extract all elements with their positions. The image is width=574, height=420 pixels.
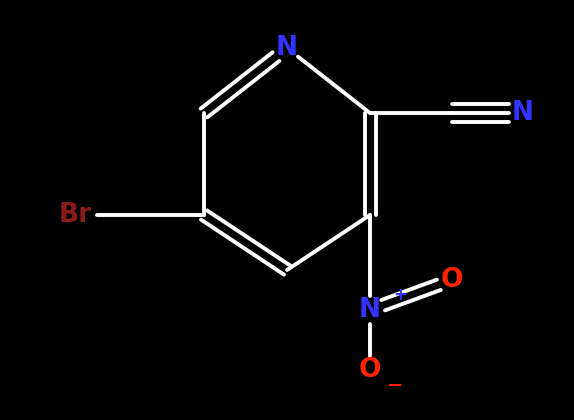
Text: O: O	[359, 357, 381, 383]
Text: Br: Br	[59, 202, 92, 228]
Text: N: N	[276, 35, 298, 61]
Text: O: O	[441, 267, 463, 293]
Text: N: N	[512, 100, 534, 126]
Text: N: N	[359, 297, 381, 323]
Text: +: +	[393, 286, 407, 304]
Text: −: −	[387, 375, 403, 394]
